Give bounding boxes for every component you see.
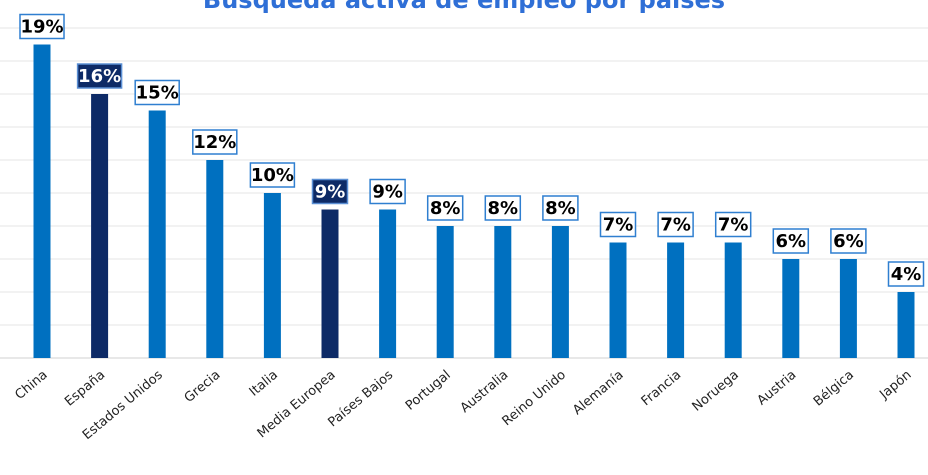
bar [609, 242, 627, 358]
bar [724, 242, 742, 358]
chart-title: Búsqueda activa de empleo por países [202, 0, 726, 14]
data-label: 7% [714, 211, 752, 238]
data-label-box [311, 178, 349, 205]
data-label-text: 12% [193, 132, 236, 153]
data-label-box [19, 13, 65, 40]
data-label-box [134, 79, 180, 106]
data-label-box [657, 211, 694, 238]
bar [148, 110, 166, 358]
data-label-box [542, 195, 579, 221]
bar [436, 226, 454, 358]
x-tick-label: Italia [247, 368, 281, 400]
data-label: 6% [772, 228, 810, 254]
bar [321, 209, 339, 358]
data-label-box [830, 228, 867, 254]
data-label-text: 6% [833, 231, 864, 252]
data-label: 12% [192, 129, 238, 155]
data-label: 10% [249, 162, 296, 188]
data-label-text: 10% [251, 165, 294, 186]
x-tick-label: Grecia [182, 368, 224, 406]
bar [206, 160, 224, 358]
data-label-text: 4% [891, 264, 922, 285]
bar [494, 226, 512, 358]
data-label-text: 8% [430, 198, 461, 219]
x-tick-label: Reino Unido [500, 368, 569, 430]
data-label: 9% [369, 178, 406, 205]
x-tick-label: China [12, 368, 50, 403]
data-label: 8% [426, 195, 464, 221]
data-label-box [249, 162, 296, 188]
data-label: 6% [830, 228, 867, 254]
x-tick-label: Noruega [690, 368, 742, 415]
bar [33, 44, 51, 358]
bar [379, 209, 397, 358]
x-tick-label: Austria [755, 368, 800, 409]
x-tick-label: Japón [876, 368, 914, 403]
data-label-text: 6% [776, 231, 807, 252]
data-label-box [772, 228, 810, 254]
data-label-text: 16% [78, 66, 121, 87]
data-label-box [192, 129, 238, 155]
data-label: 15% [134, 79, 180, 106]
data-label-text: 15% [136, 83, 179, 104]
bar [263, 193, 281, 358]
data-label: 9% [311, 178, 349, 205]
bar [782, 259, 800, 358]
x-tick-label: España [62, 368, 108, 410]
bar [91, 94, 109, 358]
x-tick-label: Alemanía [570, 368, 626, 419]
data-label: 4% [887, 261, 925, 287]
data-label-box [599, 211, 637, 238]
data-label-box [887, 261, 925, 287]
bar [551, 226, 569, 358]
data-label-text: 7% [718, 215, 749, 236]
data-label-text: 7% [660, 215, 691, 236]
data-label-box [76, 63, 123, 89]
data-label-text: 9% [315, 182, 346, 203]
data-label: 19% [19, 13, 65, 40]
data-label: 16% [76, 63, 123, 89]
x-tick-label: Portugal [403, 368, 454, 414]
data-label-text: 8% [545, 198, 576, 219]
data-label-text: 9% [372, 182, 403, 203]
data-label-text: 19% [20, 17, 63, 38]
x-tick-label: Australia [458, 368, 512, 416]
x-tick-label: Bélgica [811, 368, 857, 410]
bar [839, 259, 857, 358]
data-label-box [426, 195, 464, 221]
data-label-text: 7% [603, 215, 634, 236]
data-label-box [714, 211, 752, 238]
data-label: 8% [484, 195, 522, 221]
data-label: 7% [657, 211, 694, 238]
bar [667, 242, 685, 358]
data-label: 7% [599, 211, 637, 238]
data-label: 8% [542, 195, 579, 221]
data-label-box [484, 195, 522, 221]
gridlines [0, 27, 928, 326]
x-tick-label: Francia [639, 368, 685, 410]
data-label-box [369, 178, 406, 205]
bar [897, 292, 915, 358]
data-label-text: 8% [488, 198, 519, 219]
